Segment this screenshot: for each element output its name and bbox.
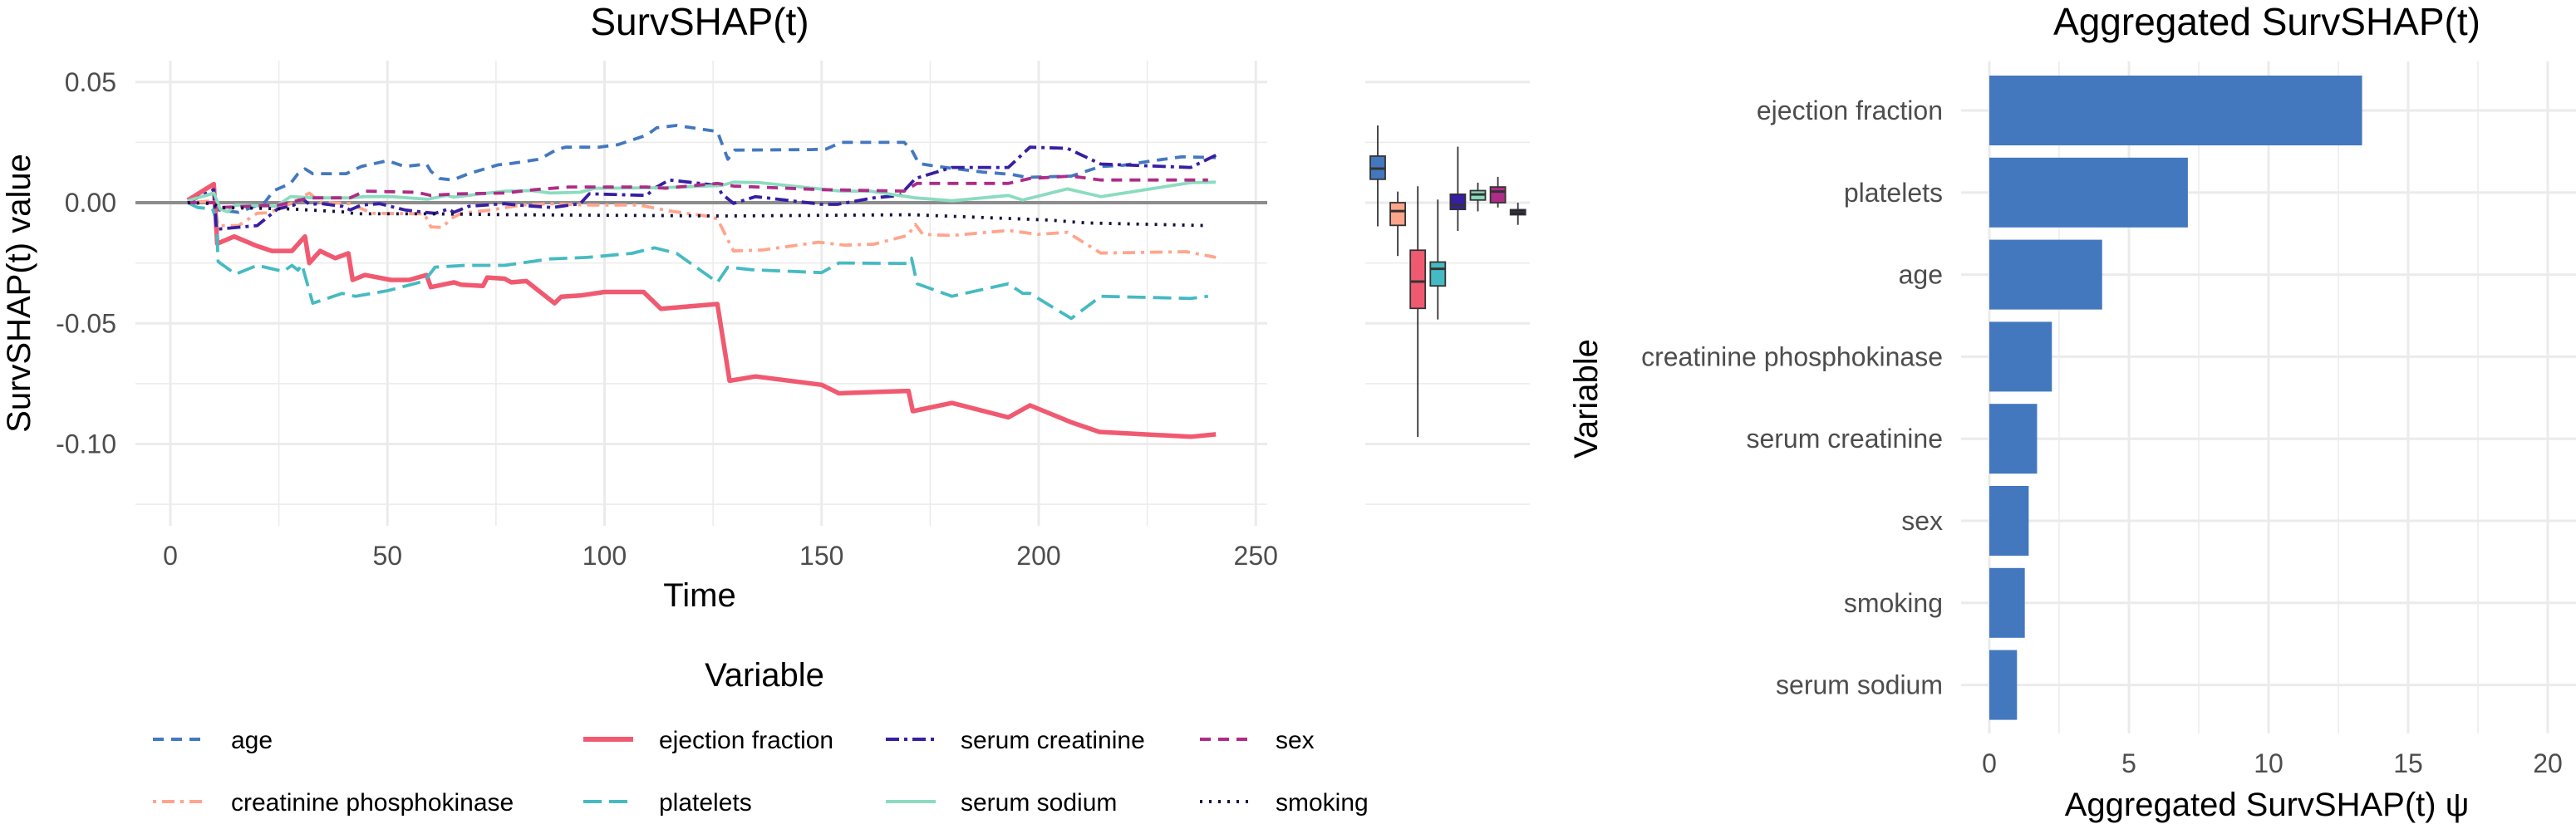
survshap-boxplot-panel [1365,81,1530,505]
x-tick-label: 10 [2254,748,2283,778]
plot-title: SurvSHAP(t) [590,0,809,43]
x-tick-label: 5 [2121,748,2136,778]
legend-label: smoking [1276,789,1369,817]
x-tick-label: 100 [583,541,627,571]
box-platelets [1429,261,1447,287]
bar-ejection-fraction [1989,76,2362,145]
survshap-line-panel: 0 50 100 150 200 250 -0.10 -0.05 0.00 0.05 Time Sur… [1,0,1278,614]
series-line-serum-creatinine [187,145,1217,231]
x-tick-label: 200 [1016,541,1060,571]
legend-label: platelets [659,789,752,817]
bar-platelets [1989,157,2188,228]
category-label: serum sodium [1776,670,1943,700]
x-tick-label: 0 [163,541,178,571]
legend-title: Variable [705,657,824,694]
bar-sex [1989,486,2029,556]
category-label: age [1899,260,1943,290]
legend-label: creatinine phosphokinase [231,789,514,817]
bar-serum-creatinine [1989,404,2038,474]
x-tick-label: 250 [1234,541,1278,571]
legend-label: serum sodium [961,789,1117,817]
x-tick-label: 20 [2533,748,2563,778]
y-axis-title: Variable [1568,339,1605,459]
series-line-platelets [187,201,1209,321]
y-axis-title: SurvSHAP(t) value [1,154,37,433]
category-label: ejection fraction [1757,96,1943,125]
legend: Variable age ejection fraction serum creati… [153,657,1369,817]
box-ejection-fraction [1409,249,1427,310]
legend-label: age [231,727,273,754]
legend-label: sex [1276,727,1315,754]
category-label: sex [1901,506,1943,536]
bar-age [1989,239,2102,310]
box-creatinine-phosphokinase [1389,202,1406,227]
legend-label: ejection fraction [659,727,833,754]
category-label: platelets [1844,178,1943,208]
plot-title: Aggregated SurvSHAP(t) [2053,0,2480,43]
x-tick-label: 15 [2393,748,2423,778]
category-label: smoking [1844,588,1943,618]
series-line-age [187,124,1217,214]
x-axis-title: Time [663,577,735,614]
y-tick-label: 0.00 [65,188,116,218]
series-line-sex [187,174,1208,209]
y-tick-label: -0.05 [56,308,116,338]
category-label: serum creatinine [1746,424,1943,454]
bar-serum-sodium [1989,650,2018,720]
legend-label: serum creatinine [961,727,1145,754]
category-label: creatinine phosphokinase [1641,341,1943,371]
y-tick-label: -0.10 [56,429,116,459]
box-sex [1489,186,1507,204]
x-axis-title: Aggregated SurvSHAP(t) ψ [2065,787,2470,823]
bar-smoking [1989,567,2025,638]
x-tick-label: 150 [799,541,843,571]
x-tick-label: 50 [372,541,402,571]
bar-creatinine-phosphokinase [1989,321,2052,392]
y-tick-label: 0.05 [65,67,116,97]
x-tick-label: 0 [1982,748,1997,778]
series-line-ejection-fraction [186,181,1217,439]
box-serum-creatinine [1449,193,1467,211]
aggregated-bar-panel: ejection fraction platelets age creatinine … [1568,0,2576,823]
